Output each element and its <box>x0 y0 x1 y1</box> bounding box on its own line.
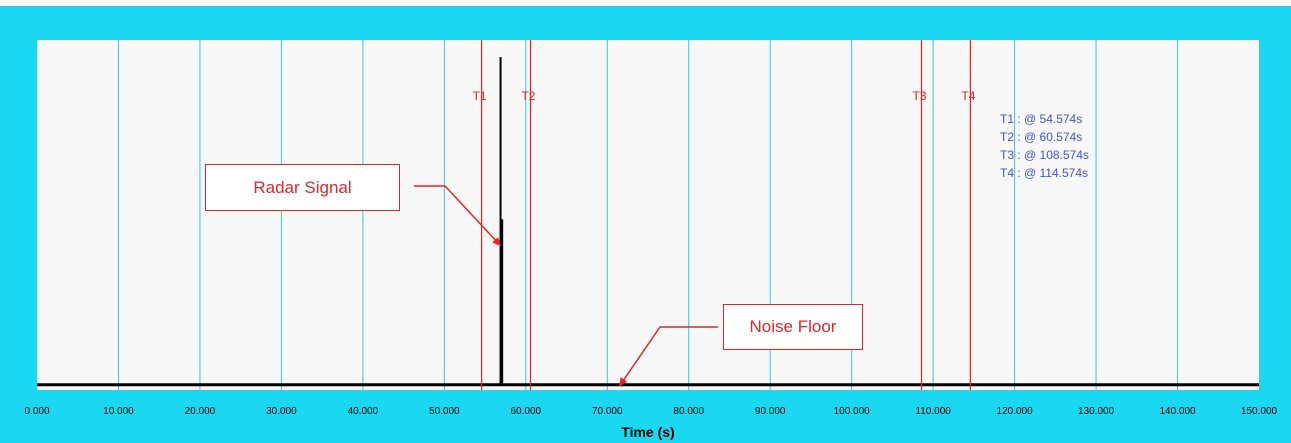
x-tick-label: 140.000 <box>1159 406 1196 417</box>
cursor-legend-item: T1 : @ 54.574s <box>1000 112 1082 126</box>
radar-signal-arrow <box>414 185 502 247</box>
cursor-legend-item: T2 : @ 60.574s <box>1000 130 1082 144</box>
x-tick-label: 70.000 <box>592 406 623 417</box>
x-tick-label: 120.000 <box>997 406 1034 417</box>
signal-trace <box>37 57 1259 387</box>
x-tick-labels: 0.000 10.000 20.000 30.000 40.000 50.000 60.00… <box>24 406 1277 417</box>
plot-area[interactable] <box>37 40 1259 390</box>
cursor-legend-item: T4 : @ 114.574s <box>1000 166 1088 180</box>
x-tick-label: 60.000 <box>511 406 542 417</box>
grid-lines <box>117 40 1179 390</box>
noise-floor-callout: Noise Floor <box>723 304 863 350</box>
x-tick-label: 20.000 <box>185 406 216 417</box>
x-tick-label: 10.000 <box>103 406 134 417</box>
cursor-label-t2: T2 <box>521 89 535 103</box>
x-tick-label: 40.000 <box>348 406 379 417</box>
x-tick-label: 150.000 <box>1241 406 1278 417</box>
radar-signal-callout: Radar Signal <box>205 164 400 211</box>
x-tick-label: 80.000 <box>673 406 704 417</box>
annotation-arrows <box>414 185 718 387</box>
noise-floor-arrow <box>618 326 718 387</box>
x-tick-label: 30.000 <box>266 406 297 417</box>
x-axis-title: Time (s) <box>621 424 674 440</box>
cursor-label-t3: T3 <box>913 89 927 103</box>
cursor-label-t1: T1 <box>473 89 487 103</box>
top-margin <box>0 0 1291 6</box>
cursor-legend: T1 : @ 54.574s T2 : @ 60.574s T3 : @ 108.5… <box>1000 112 1089 180</box>
x-tick-label: 130.000 <box>1078 406 1115 417</box>
cursors[interactable]: T1 T2 T3 T4 <box>473 40 976 390</box>
x-tick-label: 50.000 <box>429 406 460 417</box>
x-tick-label: 100.000 <box>834 406 871 417</box>
cursor-legend-item: T3 : @ 108.574s <box>1000 148 1089 162</box>
x-tick-label: 110.000 <box>915 406 951 417</box>
x-tick-label: 0.000 <box>24 406 49 417</box>
cursor-label-t4: T4 <box>961 89 975 103</box>
x-tick-label: 90.000 <box>755 406 786 417</box>
